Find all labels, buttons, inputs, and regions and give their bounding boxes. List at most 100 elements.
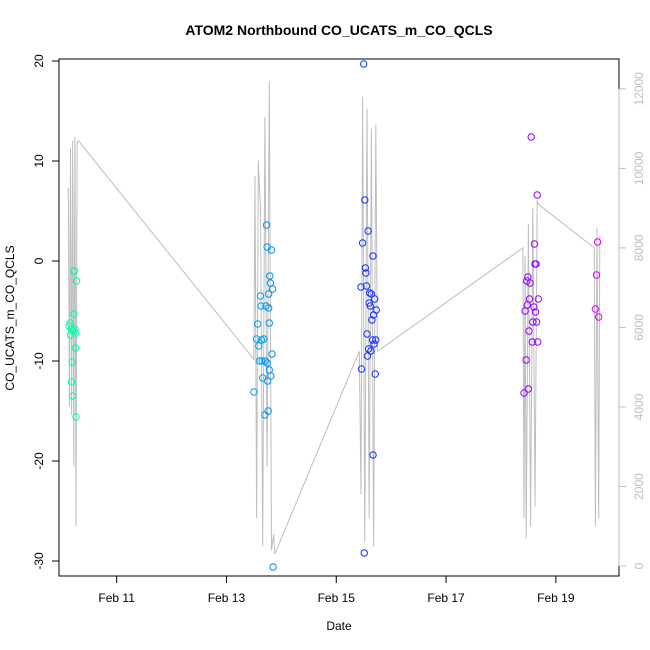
data-point [531,308,540,316]
y-tick-label: 0 [32,257,46,264]
data-point [528,338,536,346]
y2-tick-label: 10000 [632,151,646,185]
y-tick-label: 20 [32,54,46,68]
x-tick-label: Feb 13 [208,591,246,605]
data-point [252,335,261,343]
data-point [71,344,80,352]
data-point [265,304,273,312]
y2-tick-label: 2000 [632,473,646,500]
data-point [522,356,530,364]
data-point [524,385,533,393]
data-point [69,327,78,335]
data-point [362,269,370,277]
data-point [263,359,271,367]
x-tick-label: Feb 19 [537,591,575,605]
data-point [256,292,265,300]
x-axis-label: Date [326,619,352,633]
data-point [72,413,80,421]
data-point [525,327,533,335]
data-point [361,264,370,272]
data-point [358,239,367,247]
data-point [70,267,79,275]
data-point [361,196,369,204]
data-point [371,370,379,378]
data-point [250,388,258,396]
data-point [269,563,277,571]
y-tick-label: 10 [32,154,46,168]
data-point [357,365,366,373]
data-point [530,303,538,311]
x-tick-label: Feb 17 [427,591,465,605]
y-axis-right: 0 2000 4000 6000 8000 10000 12000 [618,72,646,569]
data-point [362,282,371,290]
data-point [369,252,377,260]
data-point [367,290,376,298]
data-point [263,377,272,385]
data-point [363,352,372,360]
y2-tick-label: 6000 [632,314,646,341]
data-point [262,221,271,229]
data-point [257,302,265,310]
data-point [532,260,540,268]
data-point [366,302,374,310]
data-points-group [65,60,603,571]
data-point [67,378,76,386]
y2-tick-label: 0 [632,562,646,569]
y2-tick-label: 12000 [632,72,646,106]
data-point [268,285,277,293]
series-line [67,80,601,555]
data-point [258,357,266,365]
data-point [366,289,374,297]
data-point [265,290,273,298]
x-tick-label: Feb 15 [318,591,356,605]
data-point [364,227,372,235]
data-point [591,305,600,313]
y2-tick-label: 4000 [632,393,646,420]
data-point [261,357,270,365]
x-tick-label: Feb 11 [98,591,135,605]
data-point [266,272,274,280]
data-point [360,60,368,68]
data-point [532,318,541,326]
y-axis-left: -30 -20 -10 0 10 20 [32,54,60,570]
data-point [357,283,365,291]
data-point [268,350,276,358]
data-point [371,295,379,303]
data-point [534,295,542,303]
data-point [260,335,268,343]
data-point [267,246,276,254]
data-point [69,392,77,400]
data-point [67,325,75,333]
data-point [372,336,380,344]
data-point [520,389,528,397]
data-point [71,329,80,337]
data-point [255,342,263,350]
data-point [364,345,373,353]
data-point [525,295,534,303]
data-point [369,451,377,459]
data-point [70,310,78,318]
data-point [264,407,272,415]
data-point [372,306,380,314]
data-point [72,277,81,285]
data-point [527,133,535,141]
y-tick-label: -10 [32,352,46,370]
data-point [530,240,539,248]
data-point [534,338,542,346]
y2-tick-label: 8000 [632,234,646,261]
data-point [367,347,375,355]
data-point [265,319,273,327]
y-axis-label: CO_UCATS_m_CO_QCLS [3,245,17,390]
x-axis: Feb 11 Feb 13 Feb 15 Feb 17 Feb 19 [98,575,575,605]
y-tick-label: -20 [32,452,46,470]
data-point [71,325,79,333]
data-point [267,372,275,380]
data-point [254,320,262,328]
data-point [370,340,378,348]
y-tick-label: -30 [32,552,46,570]
data-point [368,316,376,324]
data-point [593,238,602,246]
series-line-group [67,80,601,555]
data-point [368,336,377,344]
